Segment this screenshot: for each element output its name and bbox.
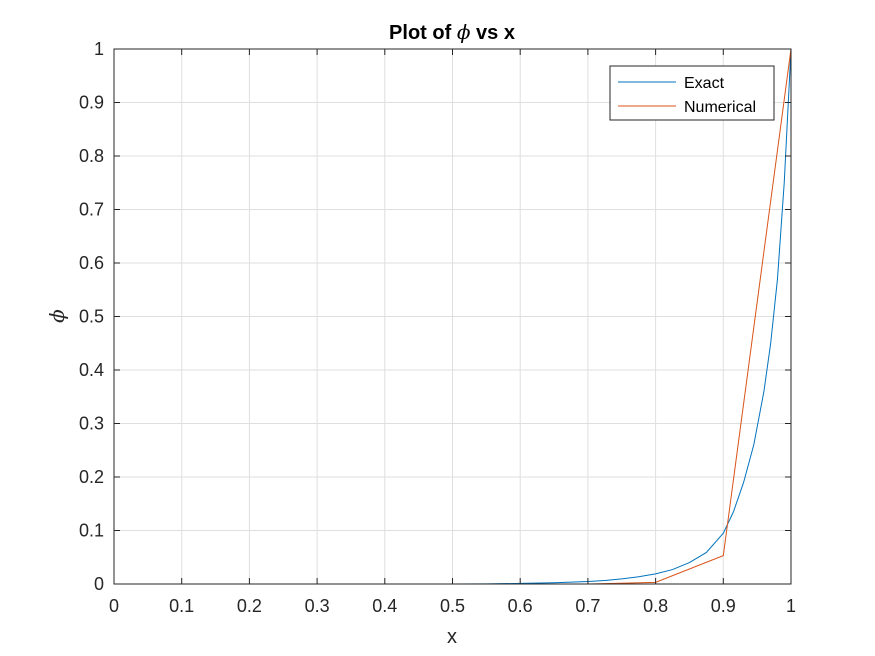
x-tick-label: 0.9 (711, 596, 736, 616)
legend-label-exact: Exact (684, 75, 725, 92)
y-tick-label: 0.9 (79, 93, 104, 113)
x-tick-label: 0.5 (440, 596, 465, 616)
y-tick-label: 0.5 (79, 307, 104, 327)
x-tick-label: 0 (109, 596, 119, 616)
legend: Exact Numerical (609, 65, 775, 121)
y-tick-label: 0.7 (79, 200, 104, 220)
x-tick-label: 0.2 (237, 596, 262, 616)
x-tick-label: 1 (786, 596, 796, 616)
y-tick-label: 0 (94, 574, 104, 594)
y-tick-label: 1 (94, 39, 104, 59)
x-tick-label: 0.7 (575, 596, 600, 616)
y-tick-label: 0.4 (79, 360, 104, 380)
chart-title-suffix: vs x (470, 22, 514, 44)
y-tick-label: 0.1 (79, 521, 104, 541)
chart-title: Plot of ϕ vs x (389, 20, 515, 44)
x-axis-label: x (447, 626, 457, 648)
y-tick-label: 0.8 (79, 146, 104, 166)
y-axis-label: ϕ (45, 309, 69, 323)
legend-box (609, 65, 775, 121)
x-tick-label: 0.4 (372, 596, 397, 616)
chart-title-prefix: Plot of (389, 22, 457, 44)
y-tick-label: 0.3 (79, 414, 104, 434)
x-tick-label: 0.6 (508, 596, 533, 616)
x-tick-label: 0.8 (643, 596, 668, 616)
y-tick-label: 0.6 (79, 253, 104, 273)
x-tick-labels: 0 0.1 0.2 0.3 0.4 0.5 0.6 0.7 0.8 0.9 1 (109, 596, 796, 616)
chart-title-symbol: ϕ (457, 20, 471, 44)
legend-label-numerical: Numerical (684, 99, 756, 116)
y-tick-label: 0.2 (79, 467, 104, 487)
ticks (113, 48, 792, 585)
x-tick-label: 0.3 (305, 596, 330, 616)
x-tick-label: 0.1 (169, 596, 194, 616)
y-tick-labels: 0 0.1 0.2 0.3 0.4 0.5 0.6 0.7 0.8 0.9 1 (79, 39, 104, 594)
